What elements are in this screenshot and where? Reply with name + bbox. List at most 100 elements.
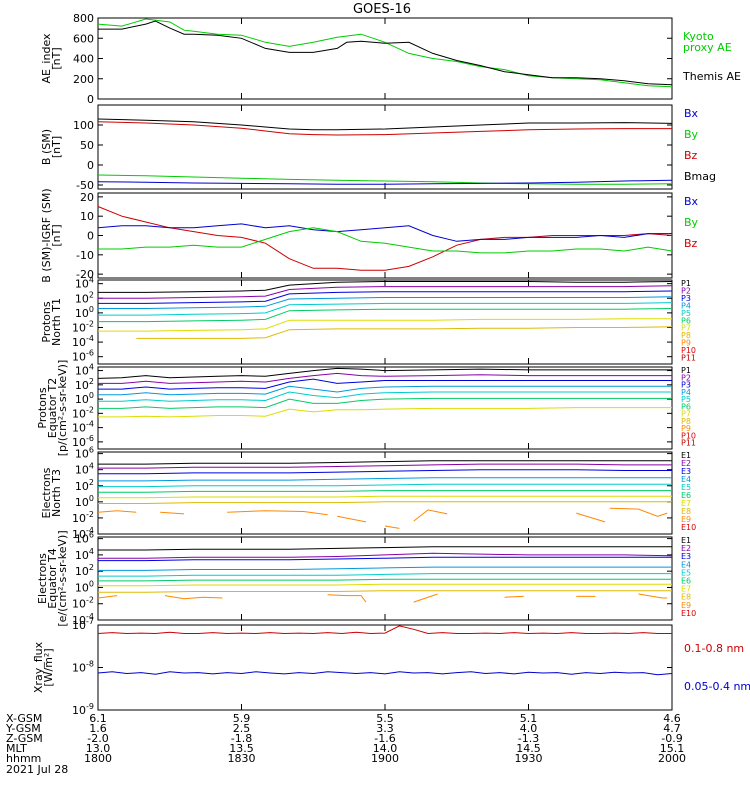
series-line-e9 [576,512,606,523]
ephemeris-value: -1.6 [374,732,395,745]
legend-p9: P9 [681,339,691,348]
y-axis-label: B (SM) [40,129,53,165]
y-axis-label: Protons [40,301,53,342]
y-axis-label: Equator T2 [46,378,59,438]
series-line-e7 [98,583,672,587]
ephemeris-value: 1.6 [89,722,107,735]
series-line-e3 [98,469,672,475]
y-tick-label: 100 [73,119,94,132]
ephemeris-value: -1.3 [518,732,539,745]
y-axis-label: Protons [36,387,49,428]
series-line-p4 [98,385,672,396]
y-tick-label: -20 [76,268,94,281]
legend-e6: E6 [681,577,691,586]
ephemeris-value: 1830 [228,752,256,765]
y-tick-label: 0 [87,230,94,243]
series-line-0-1-0-8-nm [97,625,672,635]
y-tick-label: 10-6 [72,434,94,449]
y-tick-label: 10-2 [72,405,94,420]
series-line-e6 [98,490,672,493]
series-line-e2 [98,552,673,559]
series-line-p1 [98,281,673,293]
y-tick-label: 106 [75,446,94,461]
series-line-p2 [98,372,672,384]
y-axis-label: AE_index [40,33,53,84]
y-tick-label: 10-4 [72,612,94,627]
legend-kyoto: Kyoto [683,30,714,43]
legend-e6: E6 [681,491,691,500]
legend-p8: P8 [681,417,691,426]
legend-p3: P3 [681,294,691,303]
y-axis-label: North T3 [50,469,63,517]
series-line-e9 [160,511,185,515]
series-line-bz [97,206,673,271]
panel-db: 20 10 0 -10 -20 B (SM)-IGRF (SM)[nT] Bx By Bz [40,188,699,282]
series-line-e4 [98,566,672,571]
series-line-e4 [98,477,672,482]
y-tick-label: 800 [73,12,94,25]
y-tick-label: 0 [87,159,94,172]
y-tick-label: 100 [75,494,94,509]
ephemeris-value: 1900 [371,752,399,765]
series-line-e6 [98,578,672,582]
legend-p10: P10 [681,431,696,440]
plot-title: GOES-16 [353,2,411,17]
legend-themis-ae: Themis AE [682,70,741,83]
y-tick-label: 0 [87,93,94,106]
y-tick-label: 100 [75,579,94,594]
ephemeris-value: 14.0 [373,742,398,755]
series-line-e3 [98,556,672,562]
ephemeris-value: 13.5 [229,742,254,755]
series-line-p2 [98,285,673,299]
series-line-p1 [97,367,672,379]
series-line-e9 [327,594,367,603]
legend-e3: E3 [681,552,691,561]
ephemeris-value: 4.6 [663,712,681,725]
ephemeris-value: -0.9 [661,732,682,745]
y-tick-label: 10-2 [72,596,94,611]
y-axis-label: [p/(cm²-s-sr-keV)] [56,360,69,457]
legend-e4: E4 [681,475,691,484]
ephemeris-value: 4.7 [663,722,681,735]
ephemeris-value: 3.3 [376,722,394,735]
y-axis-label: Xray_flux [32,641,45,693]
y-tick-label: 10-9 [72,702,94,717]
y-tick-label: 10-2 [72,510,94,525]
ephemeris-value: 14.5 [516,742,541,755]
legend-p2: P2 [681,373,691,382]
series-line-themis-ae [98,20,673,86]
legend-p8: P8 [681,331,691,340]
legend-bx: Bx [684,195,699,208]
legend-e8: E8 [681,593,691,602]
ephemeris-value: -1.8 [231,732,252,745]
ephemeris-row-label: MLT [6,742,27,755]
y-axis-label: B (SM)-IGRF (SM) [40,188,53,282]
ephemeris-value: 6.1 [89,712,107,725]
y-tick-label: 100 [75,391,94,406]
series-line-p7 [98,407,672,418]
series-line-e9 [227,510,328,516]
ephemeris-row-label: hhmm [6,752,41,765]
series-line-0-05-0-4-nm [97,671,673,676]
legend-by: By [684,216,699,229]
series-line-e9 [97,510,137,513]
y-tick-label: 10-7 [72,617,94,632]
panel-b: 100 50 0 -50 B (SM)[nT] Bx By Bz Bmag [40,104,716,192]
series-line-e8 [98,501,672,504]
series-line-bz [97,121,672,136]
y-tick-label: 10 [80,210,94,223]
ephemeris-value: -2.0 [87,732,108,745]
legend-by: By [684,128,699,141]
legend-e7: E7 [681,499,691,508]
y-tick-label: 400 [73,53,94,66]
y-tick-label: -50 [76,179,94,192]
series-line-e1 [98,460,672,465]
y-tick-label: 600 [73,32,94,45]
y-tick-label: 102 [75,478,94,493]
legend-bz: Bz [684,149,698,162]
y-tick-label: 10-2 [72,319,94,334]
